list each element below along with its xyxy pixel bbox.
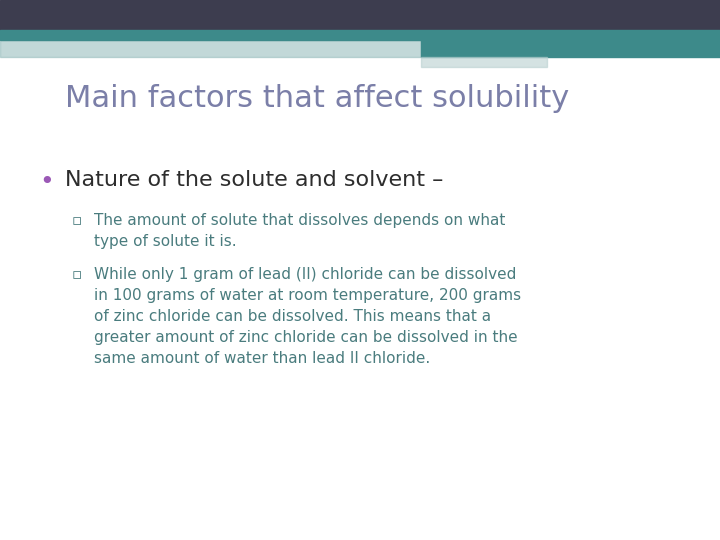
- Text: Main factors that affect solubility: Main factors that affect solubility: [65, 84, 569, 113]
- Text: Nature of the solute and solvent –: Nature of the solute and solvent –: [65, 170, 444, 190]
- Text: •: •: [40, 170, 54, 194]
- Text: ▫: ▫: [72, 213, 82, 228]
- Text: The amount of solute that dissolves depends on what
type of solute it is.: The amount of solute that dissolves depe…: [94, 213, 505, 249]
- Bar: [0, 0, 720, 30]
- Text: While only 1 gram of lead (II) chloride can be dissolved
in 100 grams of water a: While only 1 gram of lead (II) chloride …: [94, 267, 521, 366]
- Bar: [0, 40, 421, 57]
- Bar: [0, 30, 720, 40]
- Bar: [421, 57, 547, 67]
- Text: ▫: ▫: [72, 267, 82, 282]
- Bar: [421, 40, 720, 57]
